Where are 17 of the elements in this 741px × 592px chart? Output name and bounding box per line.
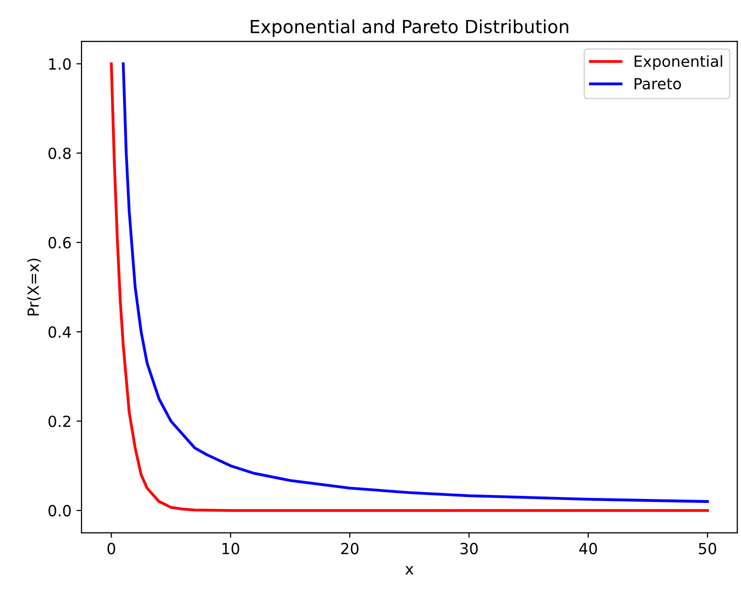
y-tick-label: 1.0 <box>49 58 71 70</box>
x-tick-label: 30 <box>460 542 478 554</box>
x-tick-label: 50 <box>698 542 716 554</box>
y-tick-label: 0.8 <box>48 148 71 160</box>
y-tick-label: 0.4 <box>48 326 71 338</box>
x-tick-label: 20 <box>341 542 358 554</box>
y-tick-label: 0.0 <box>48 504 71 516</box>
y-axis-title: Pr(X=x) <box>27 258 41 316</box>
x-tick-label: 0 <box>107 542 116 554</box>
y-tick-label: 0.6 <box>48 236 71 248</box>
chart-title: Exponential and Pareto Distribution <box>250 19 568 37</box>
legend-label: Exponential <box>634 55 722 70</box>
x-tick-label: 10 <box>222 542 240 554</box>
x-axis-title: x <box>405 566 414 574</box>
y-tick-label: 0.2 <box>48 416 70 428</box>
x-tick-label: 40 <box>579 542 597 554</box>
legend-label: Pareto <box>634 78 681 90</box>
